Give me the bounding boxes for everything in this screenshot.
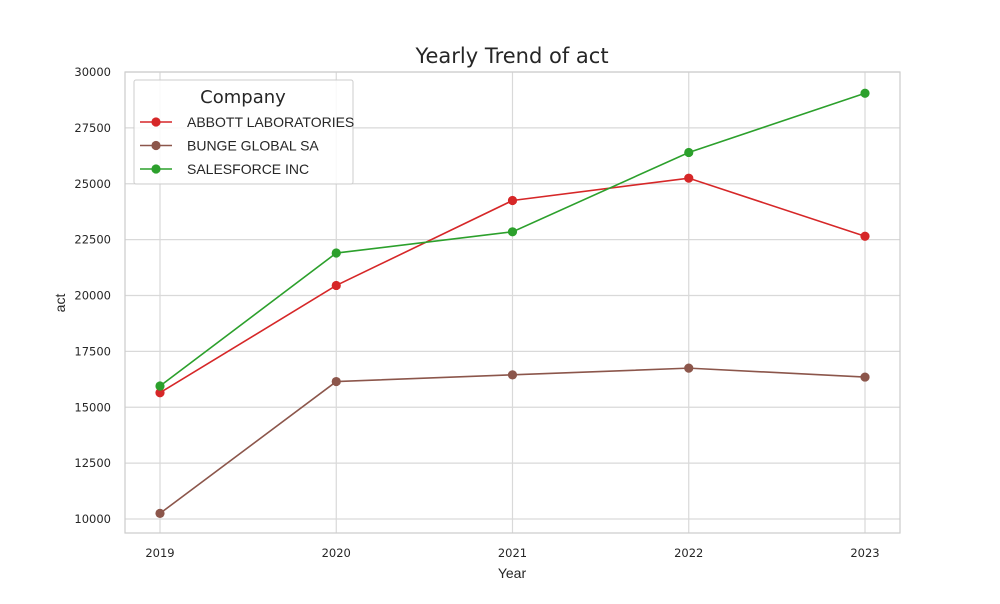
y-tick-label: 25000 [74, 177, 111, 191]
data-point [331, 248, 341, 258]
y-tick-label: 20000 [74, 289, 111, 303]
x-tick-labels: 2019 2020 2021 2022 2023 [145, 546, 879, 560]
y-tick-label: 30000 [74, 65, 111, 79]
data-point [155, 381, 165, 391]
y-tick-label: 22500 [74, 233, 111, 247]
x-tick-label: 2020 [322, 546, 351, 560]
data-point [860, 372, 870, 382]
legend-title: Company [200, 87, 286, 108]
legend-label: SALESFORCE INC [187, 161, 309, 177]
data-point [155, 388, 165, 398]
series-bunge-global-sa [155, 363, 870, 519]
data-point [507, 370, 518, 380]
series-layer [155, 88, 870, 519]
data-point [860, 88, 870, 98]
data-point [331, 376, 341, 387]
series-abbott-laboratories [155, 173, 870, 398]
legend-marker [151, 140, 161, 151]
x-tick-label: 2021 [498, 546, 527, 560]
legend-marker [151, 117, 161, 127]
data-point [331, 280, 341, 291]
data-point [684, 173, 694, 183]
y-tick-label: 17500 [74, 344, 111, 358]
legend-entry: ABBOTT LABORATORIES [140, 114, 354, 130]
chart-title: Yearly Trend of act [414, 44, 608, 68]
x-tick-label: 2019 [145, 546, 174, 560]
data-point [507, 195, 518, 206]
x-tick-label: 2023 [850, 546, 879, 560]
series-salesforce-inc [155, 88, 870, 391]
legend-box [133, 79, 354, 185]
legend-entry: BUNGE GLOBAL SA [140, 138, 319, 154]
y-tick-label: 12500 [74, 456, 111, 470]
legend-entry: SALESFORCE INC [140, 161, 309, 177]
y-tick-labels: 10000 12500 15000 17500 20000 22500 25000 27500… [74, 65, 111, 526]
legend: Company ABBOTT LABORATORIES BUNGE GLOBAL … [133, 79, 354, 185]
x-tick-label: 2022 [674, 546, 703, 560]
legend-marker [151, 164, 161, 174]
y-tick-label: 15000 [74, 400, 111, 414]
legend-label: ABBOTT LABORATORIES [187, 114, 354, 130]
data-point [507, 227, 518, 237]
data-point [860, 231, 870, 241]
legend-items: ABBOTT LABORATORIES BUNGE GLOBAL SA SALESF… [140, 114, 354, 177]
data-point [684, 363, 694, 373]
x-axis-label: Year [498, 565, 527, 581]
plot-frame [124, 71, 901, 534]
data-point [684, 147, 694, 158]
data-point [155, 508, 165, 519]
y-axis-label: act [52, 294, 68, 313]
legend-label: BUNGE GLOBAL SA [187, 138, 319, 154]
y-tick-label: 27500 [74, 121, 111, 135]
y-tick-label: 10000 [74, 512, 111, 526]
